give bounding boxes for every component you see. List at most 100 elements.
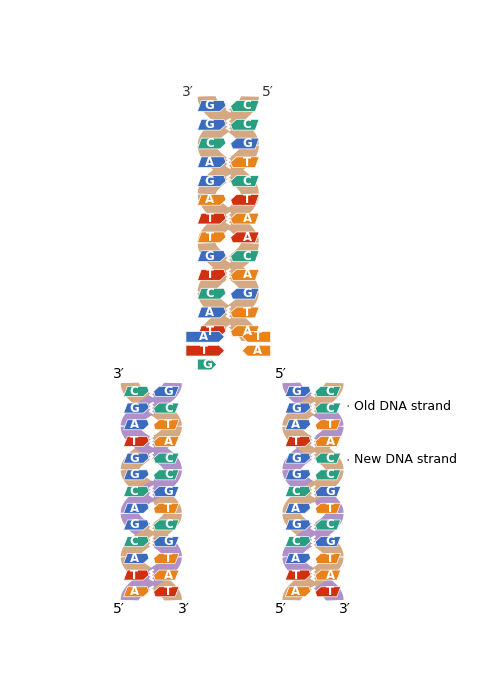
Polygon shape [154,387,179,396]
Polygon shape [123,486,149,497]
Text: G: G [129,518,139,531]
Text: C: C [130,385,139,398]
Polygon shape [154,503,179,513]
Text: A: A [243,325,252,338]
Text: T: T [164,585,172,598]
Polygon shape [231,157,259,167]
Polygon shape [315,537,340,546]
Text: A: A [164,435,173,448]
Polygon shape [285,453,310,463]
Text: T: T [326,552,334,565]
Polygon shape [231,326,259,337]
Polygon shape [123,553,149,564]
Text: 5′: 5′ [275,367,286,381]
Text: C: C [326,402,335,415]
Text: G: G [325,535,335,548]
Polygon shape [285,436,310,446]
Polygon shape [154,436,179,446]
Text: T: T [200,344,208,357]
Polygon shape [315,403,340,413]
Text: C: C [243,249,251,263]
Text: T: T [130,568,138,582]
Polygon shape [242,345,271,356]
Text: T: T [205,231,214,244]
Text: 5′: 5′ [275,602,286,617]
Polygon shape [186,331,224,342]
Polygon shape [315,587,340,597]
Polygon shape [231,138,259,149]
Polygon shape [154,553,179,564]
Text: A: A [205,194,214,206]
Polygon shape [231,194,259,205]
Polygon shape [197,232,226,243]
Text: Old DNA strand: Old DNA strand [348,400,451,413]
Text: T: T [164,418,172,431]
Text: T: T [243,194,251,206]
Polygon shape [315,436,340,446]
Polygon shape [285,503,310,513]
Polygon shape [123,403,149,413]
Polygon shape [197,176,226,187]
Text: G: G [129,469,139,482]
Text: 3′: 3′ [178,602,189,617]
Polygon shape [186,345,224,356]
Polygon shape [123,537,149,546]
Text: G: G [205,249,215,263]
Text: C: C [243,99,251,112]
Text: A: A [243,269,252,281]
Text: A: A [326,568,335,582]
Polygon shape [123,520,149,530]
Polygon shape [242,331,271,342]
Text: G: G [291,402,301,415]
Polygon shape [285,387,310,396]
Text: G: G [205,119,215,131]
Text: G: G [291,469,301,482]
Text: G: G [163,385,173,398]
Polygon shape [315,387,340,396]
Text: A: A [130,552,139,565]
Text: C: C [205,287,214,300]
Text: A: A [199,330,208,343]
Polygon shape [285,587,310,597]
Polygon shape [315,453,340,463]
Polygon shape [154,453,179,463]
Text: T: T [243,306,251,319]
Polygon shape [197,307,226,318]
Text: New DNA strand: New DNA strand [348,453,457,466]
Polygon shape [231,176,259,187]
Text: A: A [291,502,301,515]
Polygon shape [123,470,149,480]
Text: T: T [205,269,214,281]
Text: C: C [130,535,139,548]
Text: G: G [242,137,252,150]
Polygon shape [231,232,259,243]
Text: G: G [291,518,301,531]
Polygon shape [123,453,149,463]
Text: T: T [292,568,300,582]
Text: T: T [205,325,214,338]
Text: 5′: 5′ [113,602,125,617]
Polygon shape [197,288,226,299]
Polygon shape [197,194,226,205]
Polygon shape [154,570,179,580]
Text: A: A [130,418,139,431]
Polygon shape [197,119,226,130]
Polygon shape [315,553,340,564]
Polygon shape [285,470,310,480]
Text: G: G [163,535,173,548]
Text: 3′: 3′ [339,602,351,617]
Text: G: G [325,485,335,498]
Text: A: A [291,585,301,598]
Text: G: G [291,385,301,398]
Text: A: A [205,306,214,319]
Text: C: C [164,518,173,531]
Text: A: A [243,231,252,244]
Polygon shape [123,420,149,430]
Polygon shape [197,251,226,262]
Polygon shape [315,486,340,497]
Text: C: C [164,469,173,482]
Text: C: C [164,402,173,415]
Text: C: C [164,452,173,464]
Polygon shape [123,436,149,446]
Text: T: T [164,552,172,565]
